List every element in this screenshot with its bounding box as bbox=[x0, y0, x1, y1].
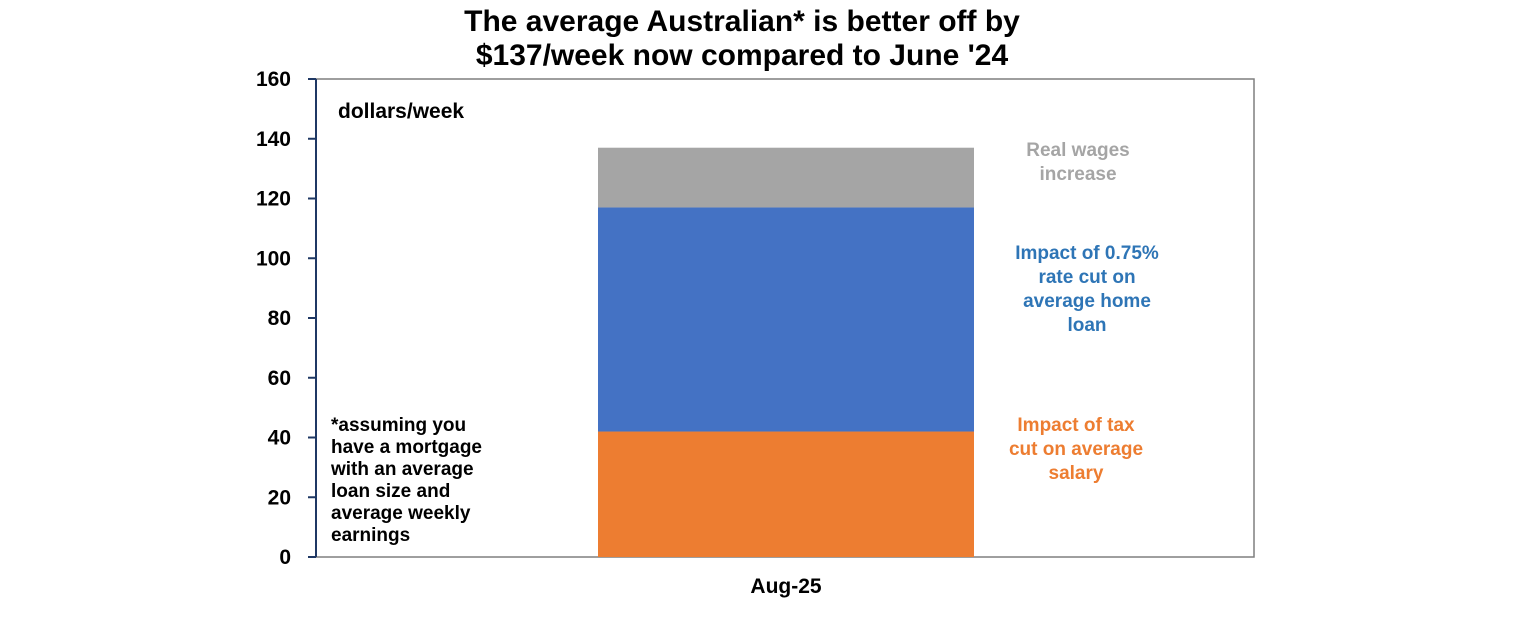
chart-title-line: The average Australian* is better off by bbox=[464, 5, 1020, 38]
annotation-line: Impact of 0.75% bbox=[1015, 243, 1159, 264]
y-tick-label: 100 bbox=[256, 247, 291, 270]
annotation-line: Impact of tax bbox=[1017, 415, 1135, 436]
footnote-line: with an average bbox=[330, 459, 474, 480]
annotation-line: rate cut on bbox=[1038, 267, 1135, 288]
bar-segment-2 bbox=[598, 147, 974, 208]
y-tick-label: 120 bbox=[256, 188, 291, 211]
footnote-line: have a mortgage bbox=[331, 437, 482, 458]
annotation-line: Real wages bbox=[1026, 140, 1130, 161]
y-tick-label: 160 bbox=[256, 68, 291, 91]
bar-segment-1 bbox=[598, 207, 974, 432]
annotation-line: loan bbox=[1067, 315, 1106, 336]
y-axis-unit-label: dollars/week bbox=[338, 100, 464, 123]
y-tick-label: 0 bbox=[279, 546, 291, 569]
y-tick-label: 140 bbox=[256, 128, 291, 151]
footnote-line: average weekly bbox=[331, 503, 471, 524]
chart-title-line: $137/week now compared to June '24 bbox=[476, 39, 1009, 72]
bar-segment-0 bbox=[598, 431, 974, 557]
y-axis-ticks: 0 20 40 60 80 100 120 140 160 bbox=[256, 68, 316, 569]
y-tick-label: 60 bbox=[268, 367, 291, 390]
footnote-line: loan size and bbox=[331, 481, 450, 502]
x-axis-labels: Aug-25 bbox=[750, 575, 821, 598]
annotation-line: average home bbox=[1023, 291, 1151, 312]
y-tick-label: 40 bbox=[268, 427, 291, 450]
bar-segments bbox=[598, 147, 974, 557]
annotation-line: cut on average bbox=[1009, 439, 1143, 460]
annotation-line: salary bbox=[1049, 463, 1104, 484]
x-category-label: Aug-25 bbox=[750, 575, 821, 598]
annotation-line: increase bbox=[1039, 164, 1116, 185]
chart-title: The average Australian* is better off by… bbox=[464, 5, 1020, 72]
footnote-line: earnings bbox=[331, 525, 410, 546]
segment-annotations: Real wages increase Impact of 0.75% rate cu… bbox=[1009, 140, 1159, 484]
y-tick-label: 20 bbox=[268, 486, 291, 509]
y-tick-label: 80 bbox=[268, 307, 291, 330]
footnote-line: *assuming you bbox=[331, 415, 466, 436]
